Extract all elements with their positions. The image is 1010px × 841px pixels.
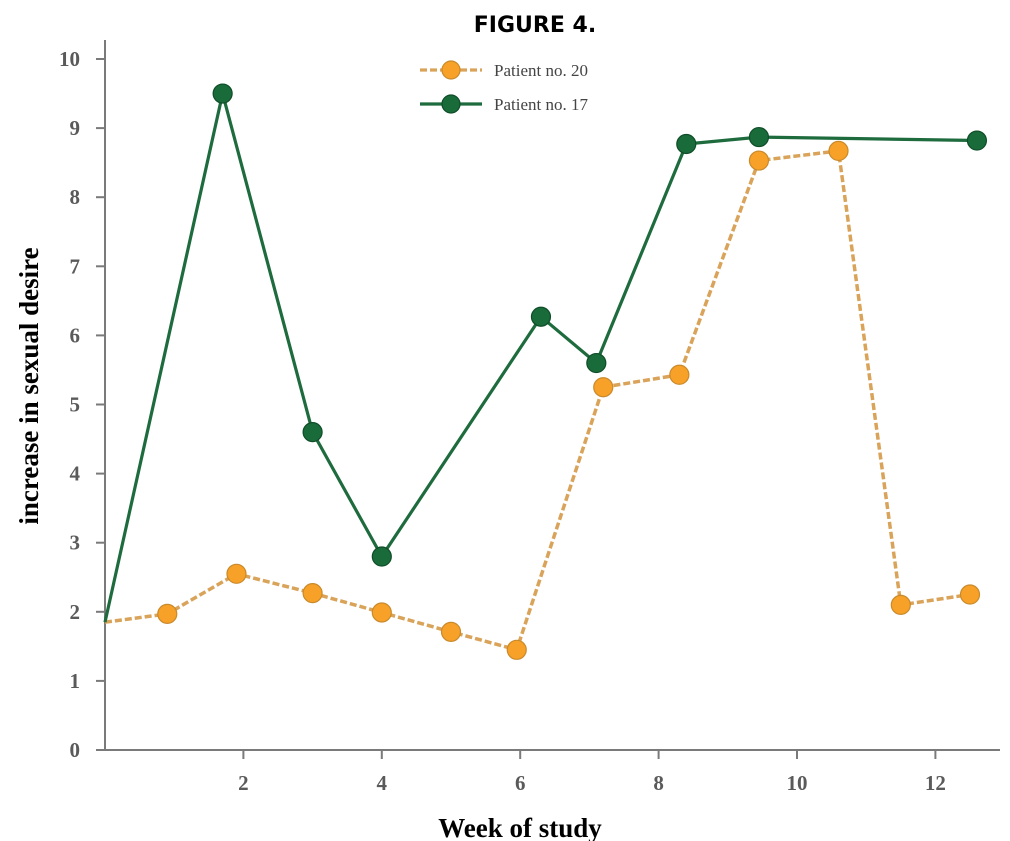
data-point <box>157 603 178 624</box>
legend: Patient no. 20 Patient no. 17 <box>420 60 588 114</box>
y-tick-label: 1 <box>70 669 81 693</box>
y-tick-label: 3 <box>70 531 81 555</box>
data-point <box>226 563 247 584</box>
x-tick-label: 6 <box>515 771 526 795</box>
series-line-2 <box>103 91 977 623</box>
data-point <box>890 594 911 615</box>
legend-marker <box>441 60 461 80</box>
y-axis-label: increase in sexual desire <box>14 247 44 524</box>
data-point <box>748 126 770 148</box>
y-tick-label: 8 <box>70 185 81 209</box>
data-point <box>212 83 233 104</box>
y-tick-label: 5 <box>70 393 81 417</box>
data-point <box>676 133 697 155</box>
y-tick-label: 2 <box>70 600 81 624</box>
x-axis-label: Week of study <box>438 813 602 841</box>
y-tick-label: 4 <box>70 462 81 486</box>
legend-label: Patient no. 20 <box>494 61 588 80</box>
data-point <box>371 546 392 567</box>
data-point <box>966 130 988 151</box>
data-point <box>959 584 981 605</box>
y-tick-label: 7 <box>70 254 81 278</box>
data-point <box>506 639 527 660</box>
data-point <box>302 422 323 443</box>
data-point <box>440 621 462 642</box>
y-tick-label: 10 <box>59 47 80 71</box>
legend-label: Patient no. 17 <box>494 95 588 114</box>
x-tick-label: 8 <box>653 771 664 795</box>
data-point <box>302 583 323 604</box>
data-point <box>530 306 552 327</box>
data-point <box>828 140 849 162</box>
x-tick-label: 4 <box>377 771 388 795</box>
data-point <box>586 352 607 374</box>
y-tick-label: 0 <box>70 738 81 762</box>
data-point <box>371 602 392 623</box>
x-tick-label: 2 <box>238 771 249 795</box>
data-point <box>748 150 770 171</box>
x-tick-label: 10 <box>787 771 808 795</box>
chart-title: FIGURE 4. <box>474 13 596 38</box>
y-tick-label: 6 <box>70 323 81 347</box>
x-tick-label: 12 <box>925 771 946 795</box>
y-tick-label: 9 <box>70 116 81 140</box>
legend-marker <box>441 94 461 114</box>
data-point <box>669 364 690 385</box>
data-point <box>593 377 614 398</box>
y-axis-label-group: increase in sexual desire <box>14 247 44 524</box>
